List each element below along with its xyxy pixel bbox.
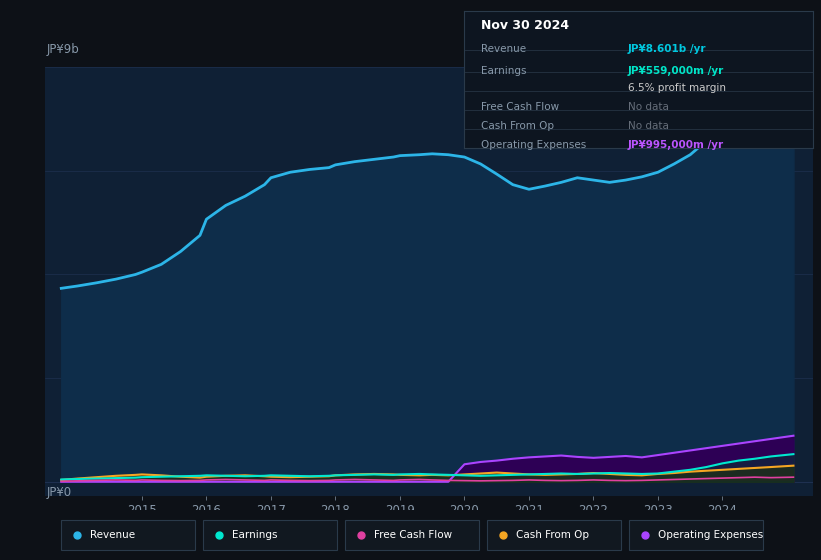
FancyBboxPatch shape xyxy=(629,520,763,550)
Text: JP¥559,000m /yr: JP¥559,000m /yr xyxy=(628,66,724,76)
Text: Cash From Op: Cash From Op xyxy=(481,121,554,131)
FancyBboxPatch shape xyxy=(487,520,621,550)
Text: Free Cash Flow: Free Cash Flow xyxy=(374,530,452,540)
Text: Revenue: Revenue xyxy=(89,530,135,540)
Text: JP¥995,000m /yr: JP¥995,000m /yr xyxy=(628,140,724,150)
FancyBboxPatch shape xyxy=(61,520,195,550)
Text: JP¥0: JP¥0 xyxy=(47,486,71,499)
Text: Nov 30 2024: Nov 30 2024 xyxy=(481,20,570,32)
Text: 6.5% profit margin: 6.5% profit margin xyxy=(628,82,726,92)
FancyBboxPatch shape xyxy=(345,520,479,550)
Text: Free Cash Flow: Free Cash Flow xyxy=(481,102,559,112)
Text: Earnings: Earnings xyxy=(481,66,527,76)
Text: JP¥8.601b /yr: JP¥8.601b /yr xyxy=(628,44,706,54)
Text: Operating Expenses: Operating Expenses xyxy=(658,530,763,540)
Text: JP¥9b: JP¥9b xyxy=(47,44,80,57)
Text: Earnings: Earnings xyxy=(232,530,277,540)
Text: No data: No data xyxy=(628,102,669,112)
Text: Operating Expenses: Operating Expenses xyxy=(481,140,586,150)
Text: No data: No data xyxy=(628,121,669,131)
FancyBboxPatch shape xyxy=(203,520,337,550)
Text: Cash From Op: Cash From Op xyxy=(516,530,589,540)
Text: Revenue: Revenue xyxy=(481,44,526,54)
